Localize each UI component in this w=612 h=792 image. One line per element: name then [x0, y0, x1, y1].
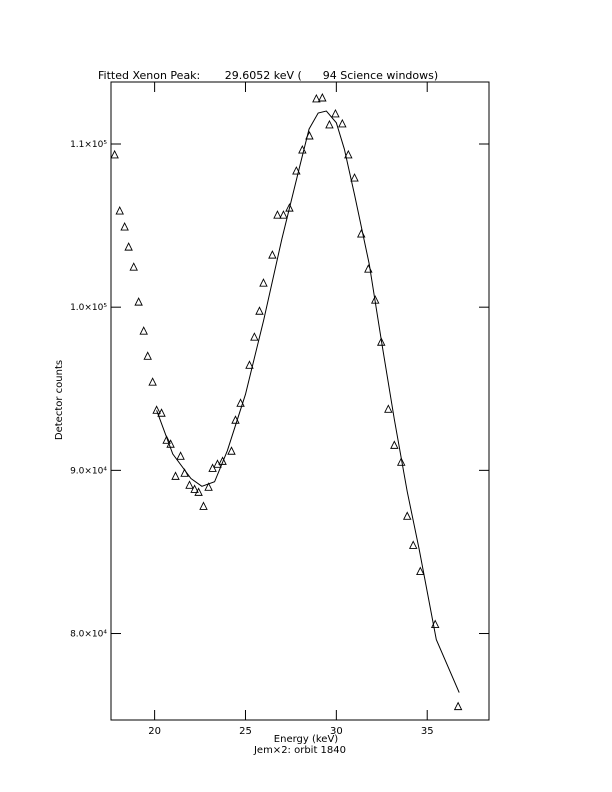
x-tick-label: 25: [239, 726, 252, 737]
data-point: [124, 242, 133, 251]
data-point: [292, 166, 301, 175]
data-point: [453, 701, 463, 711]
data-point: [115, 206, 124, 215]
data-point: [331, 108, 340, 118]
data-point: [344, 149, 353, 159]
data-point: [218, 456, 227, 465]
data-point: [350, 173, 359, 182]
data-point: [199, 501, 208, 510]
data-point: [416, 566, 425, 575]
data-point: [134, 297, 143, 306]
data-point: [152, 405, 161, 414]
data-point: [190, 484, 199, 493]
data-point: [143, 351, 152, 360]
fit-curve: [156, 110, 460, 693]
data-point: [250, 332, 259, 341]
data-point: [227, 446, 236, 455]
y-tick-label: 9.0×10⁴: [70, 466, 107, 476]
x-axis-label: Energy (keV): [274, 734, 339, 745]
data-point: [171, 471, 180, 480]
data-point: [120, 222, 129, 231]
chart-title: Fitted Xenon Peak: 29.6052 keV ( 94 Scie…: [98, 69, 438, 82]
data-point: [279, 210, 288, 219]
data-point: [208, 463, 217, 472]
data-point: [318, 92, 327, 102]
x-tick-label: 30: [330, 726, 343, 737]
data-point: [285, 203, 294, 212]
subtitle: Jem×2: orbit 1840: [253, 745, 346, 756]
y-axis-label: Detector counts: [54, 360, 65, 440]
data-point: [259, 278, 268, 287]
data-point: [204, 482, 213, 491]
data-point: [268, 250, 277, 259]
y-tick-label: 8.0×10⁴: [70, 630, 107, 640]
data-point: [110, 149, 119, 159]
data-point: [338, 118, 347, 128]
data-point: [176, 451, 185, 460]
data-point: [129, 262, 138, 271]
data-point: [390, 440, 399, 449]
plot-frame: [110, 81, 490, 721]
data-point: [245, 360, 254, 369]
data-point: [312, 93, 321, 103]
data-point: [185, 480, 194, 489]
data-point: [377, 337, 386, 346]
y-tick-label: 1.1×10⁵: [70, 140, 107, 150]
y-tick-label: 1.0×10⁵: [70, 303, 107, 313]
x-tick-label: 20: [148, 726, 161, 737]
data-point: [384, 404, 393, 413]
data-point: [325, 119, 334, 129]
data-point: [255, 306, 264, 315]
data-point: [402, 511, 412, 520]
data-point: [139, 326, 148, 335]
x-tick-label: 35: [421, 726, 434, 737]
data-point: [148, 377, 157, 386]
data-point: [396, 457, 406, 466]
data-point: [157, 408, 166, 417]
data-point: [194, 487, 203, 496]
data-point: [162, 435, 171, 444]
data-point: [273, 210, 282, 219]
data-point: [408, 540, 418, 549]
